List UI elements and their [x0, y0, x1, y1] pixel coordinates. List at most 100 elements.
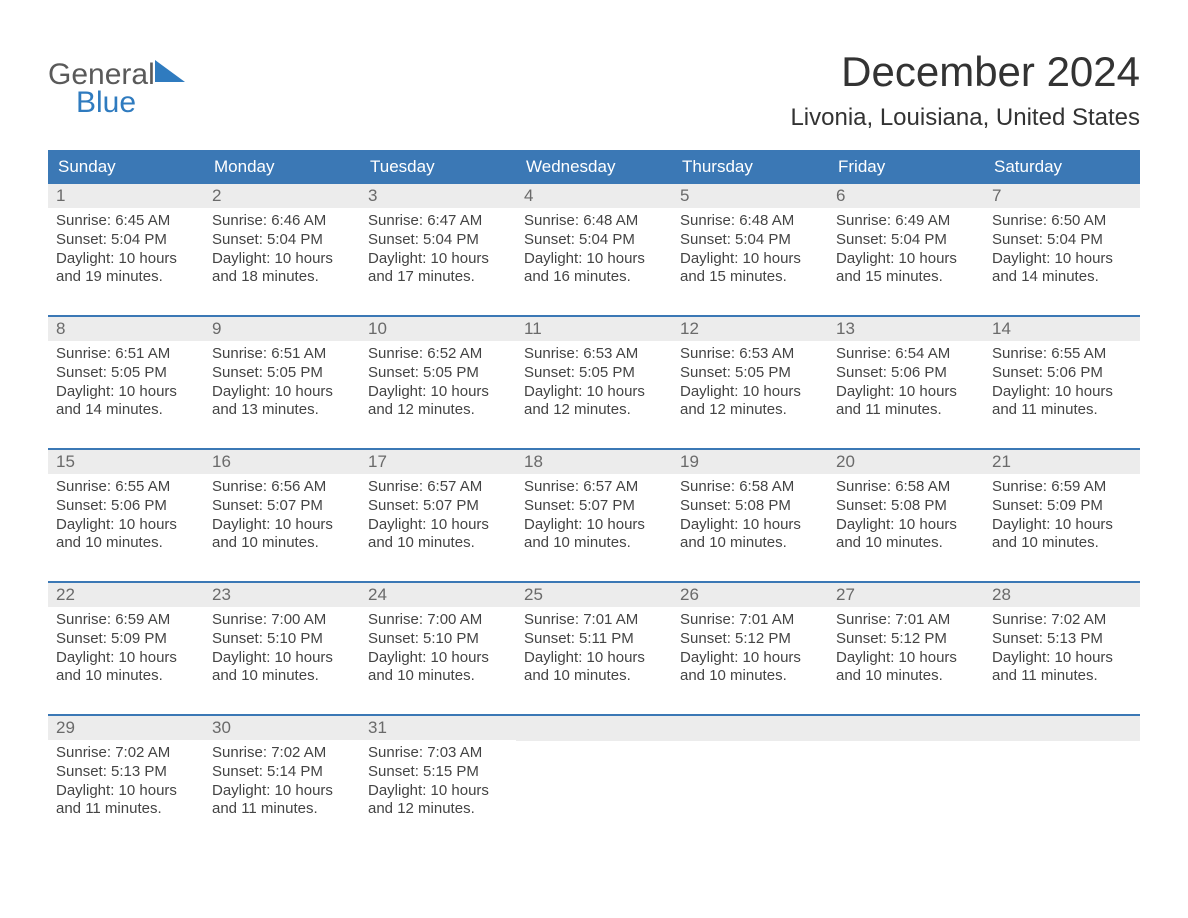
- sunrise-text: Sunrise: 6:51 AM: [212, 345, 360, 364]
- day-cell: 29Sunrise: 7:02 AMSunset: 5:13 PMDayligh…: [48, 716, 204, 819]
- day-number: 24: [368, 585, 387, 604]
- day-number: 10: [368, 319, 387, 338]
- day-number: 22: [56, 585, 75, 604]
- sunrise-text: Sunrise: 6:52 AM: [368, 345, 516, 364]
- daylight-text: and 11 minutes.: [212, 800, 360, 819]
- day-number-band: 26: [672, 583, 828, 607]
- dow-tuesday: Tuesday: [360, 150, 516, 184]
- day-number: 2: [212, 186, 221, 205]
- day-number: 20: [836, 452, 855, 471]
- sunrise-text: Sunrise: 7:02 AM: [212, 744, 360, 763]
- daylight-text: Daylight: 10 hours: [56, 516, 204, 535]
- sunset-text: Sunset: 5:12 PM: [836, 630, 984, 649]
- daylight-text: Daylight: 10 hours: [680, 649, 828, 668]
- day-cell: 25Sunrise: 7:01 AMSunset: 5:11 PMDayligh…: [516, 583, 672, 686]
- sunset-text: Sunset: 5:10 PM: [368, 630, 516, 649]
- daylight-text: and 10 minutes.: [680, 667, 828, 686]
- sunrise-text: Sunrise: 7:02 AM: [992, 611, 1140, 630]
- sunrise-text: Sunrise: 6:48 AM: [680, 212, 828, 231]
- daylight-text: and 15 minutes.: [680, 268, 828, 287]
- day-cell: [828, 716, 984, 819]
- sunrise-text: Sunrise: 6:53 AM: [680, 345, 828, 364]
- day-body: Sunrise: 6:50 AMSunset: 5:04 PMDaylight:…: [984, 208, 1140, 287]
- sunrise-text: Sunrise: 6:58 AM: [836, 478, 984, 497]
- daylight-text: Daylight: 10 hours: [212, 383, 360, 402]
- day-cell: 5Sunrise: 6:48 AMSunset: 5:04 PMDaylight…: [672, 184, 828, 287]
- daylight-text: Daylight: 10 hours: [524, 383, 672, 402]
- day-number-band: 24: [360, 583, 516, 607]
- day-number-band: 29: [48, 716, 204, 740]
- logo-line2: Blue: [76, 88, 136, 118]
- daylight-text: Daylight: 10 hours: [992, 516, 1140, 535]
- dow-monday: Monday: [204, 150, 360, 184]
- empty-day-band: [828, 716, 984, 741]
- daylight-text: and 10 minutes.: [524, 534, 672, 553]
- day-number: 12: [680, 319, 699, 338]
- sunset-text: Sunset: 5:15 PM: [368, 763, 516, 782]
- day-cell: 16Sunrise: 6:56 AMSunset: 5:07 PMDayligh…: [204, 450, 360, 553]
- day-body: Sunrise: 7:01 AMSunset: 5:12 PMDaylight:…: [672, 607, 828, 686]
- logo: General Blue: [48, 60, 185, 118]
- daylight-text: Daylight: 10 hours: [368, 649, 516, 668]
- day-number-band: 31: [360, 716, 516, 740]
- day-body: Sunrise: 6:48 AMSunset: 5:04 PMDaylight:…: [516, 208, 672, 287]
- sunrise-text: Sunrise: 6:46 AM: [212, 212, 360, 231]
- sunset-text: Sunset: 5:06 PM: [836, 364, 984, 383]
- day-number-band: 4: [516, 184, 672, 208]
- daylight-text: Daylight: 10 hours: [212, 649, 360, 668]
- daylight-text: and 10 minutes.: [56, 534, 204, 553]
- empty-day-band: [984, 716, 1140, 741]
- day-of-week-header: Sunday Monday Tuesday Wednesday Thursday…: [48, 150, 1140, 184]
- daylight-text: and 12 minutes.: [524, 401, 672, 420]
- sunrise-text: Sunrise: 7:02 AM: [56, 744, 204, 763]
- day-number-band: 11: [516, 317, 672, 341]
- day-number: 26: [680, 585, 699, 604]
- daylight-text: and 10 minutes.: [836, 667, 984, 686]
- day-cell: 17Sunrise: 6:57 AMSunset: 5:07 PMDayligh…: [360, 450, 516, 553]
- sunset-text: Sunset: 5:04 PM: [56, 231, 204, 250]
- sunrise-text: Sunrise: 7:03 AM: [368, 744, 516, 763]
- sunset-text: Sunset: 5:12 PM: [680, 630, 828, 649]
- daylight-text: Daylight: 10 hours: [992, 250, 1140, 269]
- sunset-text: Sunset: 5:06 PM: [992, 364, 1140, 383]
- sunrise-text: Sunrise: 6:59 AM: [992, 478, 1140, 497]
- daylight-text: Daylight: 10 hours: [212, 782, 360, 801]
- sunset-text: Sunset: 5:10 PM: [212, 630, 360, 649]
- empty-day-band: [516, 716, 672, 741]
- day-number: 27: [836, 585, 855, 604]
- daylight-text: Daylight: 10 hours: [524, 250, 672, 269]
- day-number: 7: [992, 186, 1001, 205]
- day-number: 29: [56, 718, 75, 737]
- calendar: Sunday Monday Tuesday Wednesday Thursday…: [48, 150, 1140, 819]
- sunset-text: Sunset: 5:13 PM: [992, 630, 1140, 649]
- day-body: Sunrise: 6:52 AMSunset: 5:05 PMDaylight:…: [360, 341, 516, 420]
- sunrise-text: Sunrise: 6:59 AM: [56, 611, 204, 630]
- day-number: 16: [212, 452, 231, 471]
- sunrise-text: Sunrise: 6:48 AM: [524, 212, 672, 231]
- sunset-text: Sunset: 5:07 PM: [212, 497, 360, 516]
- daylight-text: and 11 minutes.: [56, 800, 204, 819]
- sunrise-text: Sunrise: 6:55 AM: [56, 478, 204, 497]
- sunset-text: Sunset: 5:04 PM: [212, 231, 360, 250]
- daylight-text: Daylight: 10 hours: [524, 516, 672, 535]
- day-body: Sunrise: 6:51 AMSunset: 5:05 PMDaylight:…: [48, 341, 204, 420]
- daylight-text: Daylight: 10 hours: [56, 250, 204, 269]
- day-body: Sunrise: 6:48 AMSunset: 5:04 PMDaylight:…: [672, 208, 828, 287]
- header: General Blue December 2024 Livonia, Loui…: [48, 48, 1140, 132]
- daylight-text: Daylight: 10 hours: [212, 516, 360, 535]
- day-number: 11: [524, 319, 542, 338]
- sunrise-text: Sunrise: 6:45 AM: [56, 212, 204, 231]
- day-body: Sunrise: 6:58 AMSunset: 5:08 PMDaylight:…: [672, 474, 828, 553]
- daylight-text: Daylight: 10 hours: [680, 383, 828, 402]
- day-cell: 19Sunrise: 6:58 AMSunset: 5:08 PMDayligh…: [672, 450, 828, 553]
- daylight-text: Daylight: 10 hours: [680, 516, 828, 535]
- day-body: Sunrise: 6:58 AMSunset: 5:08 PMDaylight:…: [828, 474, 984, 553]
- day-number: 6: [836, 186, 845, 205]
- daylight-text: Daylight: 10 hours: [836, 250, 984, 269]
- day-number-band: 2: [204, 184, 360, 208]
- dow-sunday: Sunday: [48, 150, 204, 184]
- daylight-text: and 14 minutes.: [992, 268, 1140, 287]
- sunset-text: Sunset: 5:05 PM: [680, 364, 828, 383]
- day-number-band: 30: [204, 716, 360, 740]
- day-cell: [984, 716, 1140, 819]
